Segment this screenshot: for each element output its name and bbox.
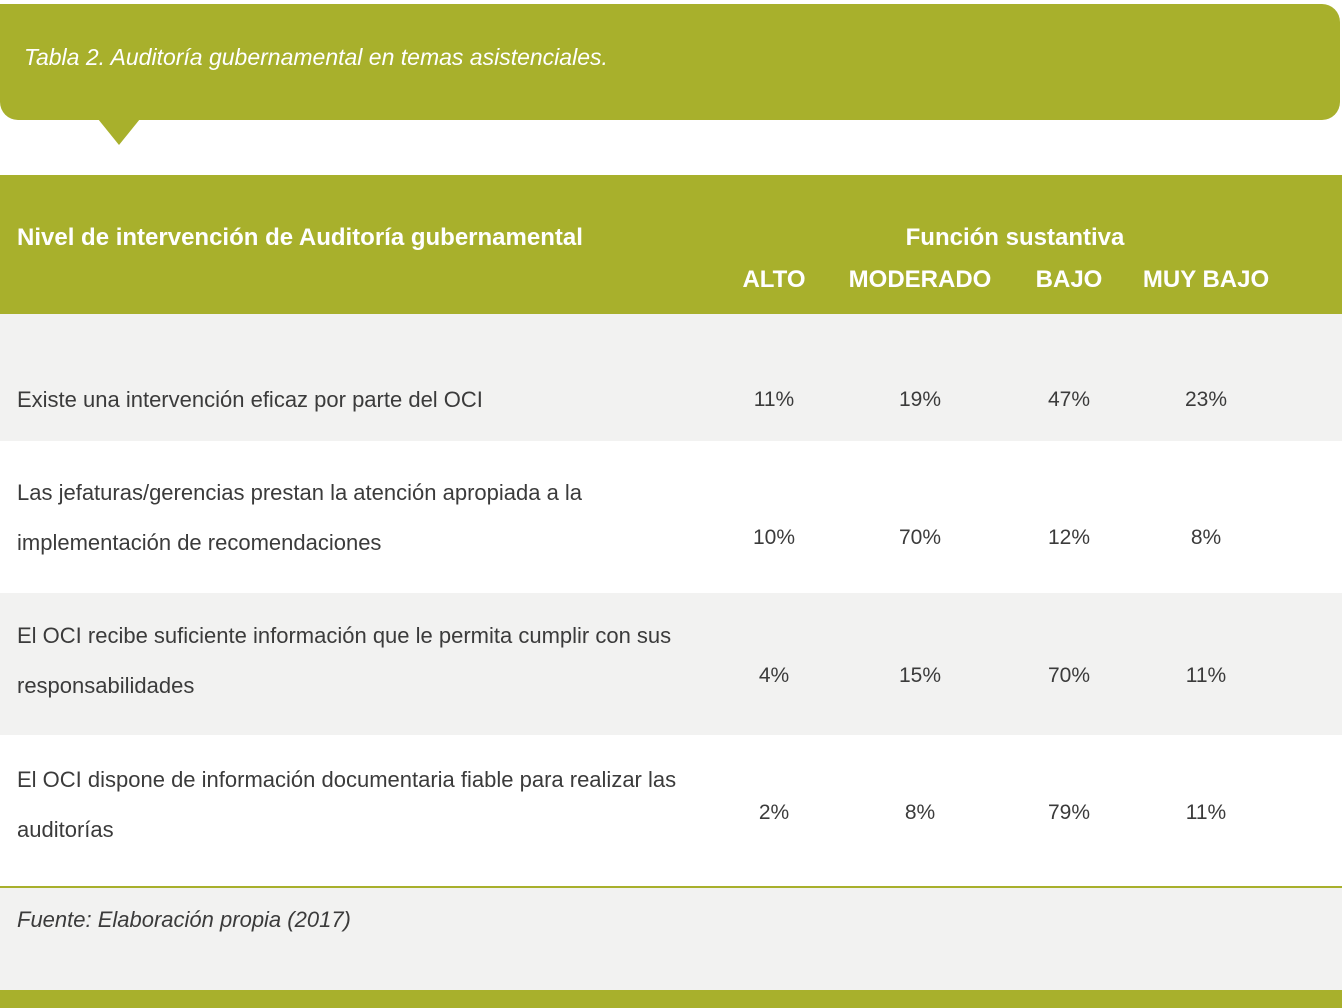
- cell-value: 23%: [1184, 388, 1228, 411]
- table-row: [0, 314, 1342, 441]
- table-row: [0, 593, 1342, 735]
- table-title: Tabla 2. Auditoría gubernamental en tema…: [24, 44, 608, 70]
- row-label: El OCI recibe suficiente información que…: [17, 623, 672, 698]
- cell-value: 15%: [898, 664, 942, 687]
- source-note: Fuente: Elaboración propia (2017): [17, 907, 351, 932]
- row-label: Existe una intervención eficaz por parte…: [17, 387, 483, 412]
- cell-value: 4%: [758, 664, 790, 687]
- column-header: MODERADO: [848, 266, 992, 293]
- cell-value: 2%: [758, 801, 790, 824]
- cell-value: 70%: [898, 526, 942, 549]
- group-header: Función sustantiva: [905, 224, 1125, 251]
- row-label: Las jefaturas/gerencias prestan la atenc…: [17, 480, 583, 555]
- table-row: [0, 441, 1342, 593]
- cell-value: 8%: [1190, 526, 1222, 549]
- cell-value: 11%: [753, 388, 795, 411]
- banner-pointer: [98, 119, 140, 145]
- cell-value: 19%: [898, 388, 942, 411]
- cell-value: 10%: [752, 526, 796, 549]
- cell-value: 8%: [904, 801, 936, 824]
- cell-value: 11%: [1185, 801, 1227, 824]
- bottom-bar: [0, 990, 1342, 1008]
- cell-value: 70%: [1047, 664, 1091, 687]
- cell-value: 79%: [1047, 801, 1091, 824]
- row-label: El OCI dispone de información documentar…: [17, 767, 677, 842]
- column-header: ALTO: [742, 266, 806, 293]
- cell-value: 11%: [1185, 664, 1227, 687]
- column-header: MUY BAJO: [1142, 266, 1270, 293]
- cell-value: 12%: [1047, 526, 1091, 549]
- footer-band: [0, 886, 1342, 990]
- table-row: [0, 735, 1342, 886]
- column-header: Nivel de intervención de Auditoría guber…: [17, 224, 583, 251]
- column-header: BAJO: [1035, 266, 1103, 293]
- cell-value: 47%: [1047, 388, 1091, 411]
- table-header: [0, 175, 1342, 314]
- title-banner: [0, 4, 1340, 120]
